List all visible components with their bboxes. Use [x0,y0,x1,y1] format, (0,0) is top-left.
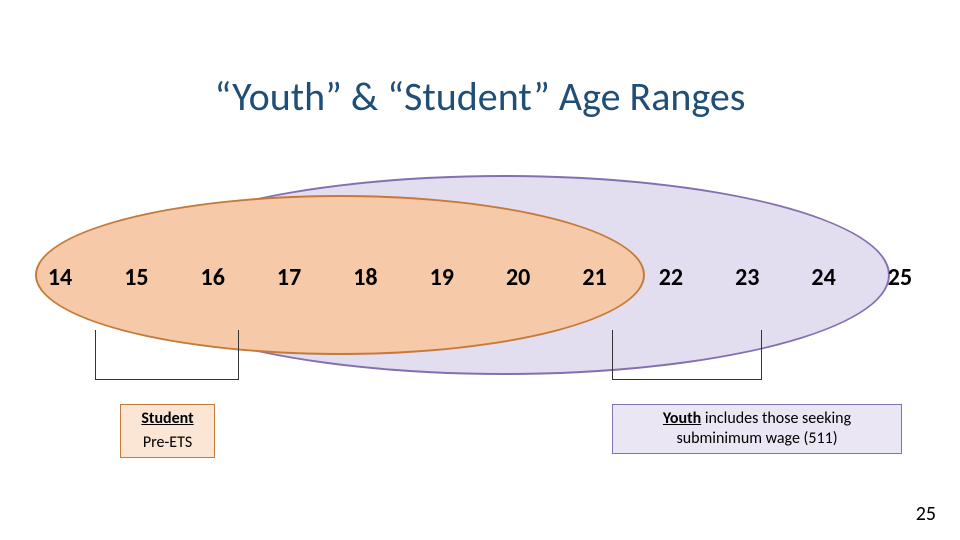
student-legend-heading: Student [129,409,206,429]
youth-legend-box: Youth includes those seeking subminimum … [612,404,902,454]
page-number: 25 [916,502,936,526]
age-tick: 20 [498,263,538,292]
age-axis: 14 15 16 17 18 19 20 21 22 23 24 25 [40,263,920,292]
age-tick: 18 [345,263,385,292]
age-tick: 21 [575,263,615,292]
slide-title: “Youth” & “Student” Age Ranges [0,72,960,121]
youth-legend-text: includes those seeking subminimum wage (… [676,409,851,448]
youth-bracket [612,330,762,380]
age-tick: 24 [804,263,844,292]
slide: “Youth” & “Student” Age Ranges 14 15 16 … [0,0,960,540]
age-tick: 25 [880,263,920,292]
age-tick: 23 [727,263,767,292]
youth-legend-heading: Youth [663,409,701,428]
age-tick: 15 [116,263,156,292]
age-tick: 14 [40,263,80,292]
student-legend-box: Student Pre-ETS [120,404,215,458]
age-tick: 19 [422,263,462,292]
student-legend-sub: Pre-ETS [143,433,192,452]
age-tick: 16 [193,263,233,292]
age-tick: 22 [651,263,691,292]
student-bracket [95,330,239,380]
age-tick: 17 [269,263,309,292]
